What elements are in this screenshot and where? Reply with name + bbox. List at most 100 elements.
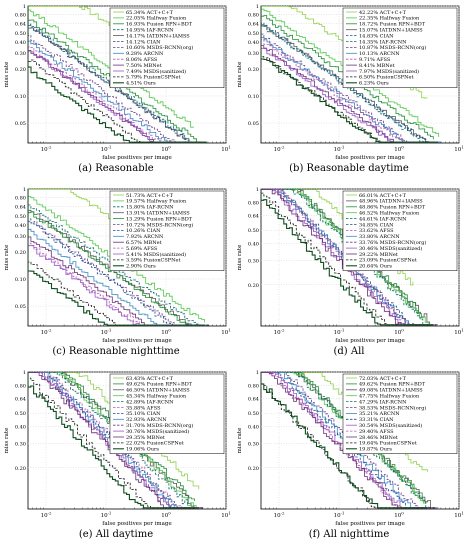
y-tick-label: 0.80: [248, 383, 259, 389]
legend-label: 46.50% IATDNN+IAMSS: [126, 388, 190, 394]
x-tick-label: 10-2: [41, 328, 52, 337]
curve-cian: [28, 6, 197, 143]
legend-label: 35.88% AFSS: [126, 405, 161, 411]
legend: 42.22% ACT+C+T22.35% Halfway Fusion18.72…: [342, 7, 458, 88]
legend: 72.03% ACT+C+T49.62% Fusion RPN+BDT49.08…: [342, 373, 458, 454]
curve-mbnet: [261, 6, 431, 143]
legend-label: 5.41% MSDS(sanitized): [126, 251, 186, 258]
legend-label: 29.22% MBNet: [359, 252, 398, 258]
x-axis-label: false positives per image: [102, 155, 171, 160]
x-tick-label: 101: [454, 145, 464, 154]
curve-msds-rcnn-sanitized: [261, 6, 438, 143]
curves: [28, 189, 210, 326]
chart-panel-c: 1 0.80 0.64 0.50 0.40 0.30 0.20 0.10 0.05 10-2 10-…: [4, 187, 231, 343]
x-tick-label: 10-1: [334, 145, 345, 154]
chart-panel-a: 1 0.80 0.64 0.50 0.40 0.30 0.20 0.10 0.05 10-2 10-…: [4, 4, 231, 160]
y-tick-label: 0.64: [248, 397, 259, 403]
curve-mbnet: [261, 372, 425, 509]
y-tick-label: 0.10: [248, 94, 259, 100]
curve-msds-rcnn-org: [28, 6, 205, 143]
x-tick-label: 10-1: [334, 328, 345, 337]
legend-label: 49.62% Fusion RPN+BDT: [359, 382, 426, 388]
curves: [28, 6, 207, 143]
legend-label: 8.41% MBNet: [359, 63, 395, 69]
y-tick-label: 0.50: [15, 214, 26, 220]
y-tick-label: 0.30: [15, 442, 26, 448]
legend-label: 72.03% ACT+C+T: [359, 376, 407, 382]
chart-panel-b: 1 0.80 0.64 0.50 0.40 0.30 0.20 0.10 0.05 10-2 10-…: [237, 4, 464, 160]
x-tick-label: 10-1: [101, 511, 112, 520]
y-axis-label: miss rate: [237, 245, 243, 271]
legend-label: 14.35% IAF-RCNN: [359, 39, 407, 45]
y-tick-label: 0.40: [15, 223, 26, 229]
legend-label: 32.93% ARCNN: [126, 417, 167, 423]
legend-box: [109, 373, 225, 454]
x-tick-label: 10-2: [41, 511, 52, 520]
legend: 65.34% ACT+C+T22.05% Halfway Fusion16.93…: [109, 7, 225, 88]
curve-msds-rcnn-org: [28, 189, 207, 326]
chart-panel-f: 1 0.80 0.64 0.50 0.40 0.30 0.20 10-2 10-1 100 101 f…: [237, 370, 464, 526]
legend-label: 19.87% Ours: [359, 447, 392, 453]
legend-label: 47.75% Halfway Fusion: [359, 394, 420, 400]
legend-label: 22.02% FusionCSPNet: [126, 441, 184, 447]
legend-label: 6.50% FusionCSPNet: [359, 75, 414, 81]
legend-label: 34.85% CIAN: [359, 222, 394, 228]
legend-label: 3.59% FusionCSPNet: [126, 258, 181, 264]
y-tick-label: 0.50: [248, 411, 259, 417]
x-tick-label: 100: [161, 328, 171, 337]
legend-label: 9.28% ARCNN: [126, 51, 164, 57]
legend-label: 22.35% Halfway Fusion: [359, 16, 420, 22]
legend-box: [109, 7, 225, 88]
x-tick-label: 101: [221, 328, 231, 337]
x-tick-label: 10-2: [274, 511, 285, 520]
caption-b: (b) Reasonable daytime: [289, 163, 409, 174]
curve-ours: [28, 189, 204, 326]
legend: 63.43% ACT+C+T49.62% Fusion RPN+BDT46.50…: [109, 373, 225, 454]
curve-ours: [261, 6, 438, 143]
x-axis-label: false positives per image: [102, 521, 171, 526]
caption-c: (c) Reasonable nighttime: [52, 346, 180, 357]
caption-d: (d) All: [333, 346, 365, 357]
curve-cian: [28, 189, 202, 326]
caption-a: (a) Reasonable: [78, 163, 154, 174]
legend-box: [342, 373, 458, 454]
curve-arcnn: [261, 6, 442, 143]
curve-ours: [261, 372, 428, 509]
curve-arcnn: [28, 6, 199, 143]
legend-label: 42.89% IAF-RCNN: [126, 399, 174, 405]
y-tick-label: 0.50: [248, 228, 259, 234]
y-tick-label: 0.80: [248, 200, 259, 206]
legend-label: 33.62% AFSS: [359, 228, 394, 234]
legend-label: 7.97% MSDS(sanitized): [359, 68, 419, 75]
x-tick-label: 100: [161, 145, 171, 154]
legend-label: 63.43% ACT+C+T: [126, 376, 174, 382]
y-tick-label: 1: [256, 187, 259, 193]
y-tick-label: 0.05: [248, 121, 259, 127]
y-axis-label: miss rate: [4, 62, 10, 88]
curve-cian: [261, 372, 431, 509]
legend-label: 8.06% AFSS: [126, 57, 158, 63]
legend-label: 7.49% MSDS(sanitized): [126, 68, 186, 75]
y-tick-label: 0.64: [15, 397, 26, 403]
legend-label: 14.12% CIAN: [126, 39, 161, 45]
y-tick-label: 0.30: [248, 442, 259, 448]
legend-label: 48.96% IATDNN+IAMSS: [359, 199, 423, 205]
legend-label: 28.46% MBNet: [359, 435, 398, 441]
legend-label: 49.62% Fusion RPN+BDT: [126, 382, 193, 388]
legend-label: 38.53% MSDS-RCNN(org): [359, 404, 426, 411]
x-tick-label: 101: [454, 511, 464, 520]
y-tick-label: 1: [256, 370, 259, 376]
y-tick-label: 0.05: [15, 121, 26, 127]
y-tick-label: 0.64: [15, 21, 26, 27]
legend-box: [342, 190, 458, 271]
y-tick-label: 1: [256, 4, 259, 10]
legend-label: 14.95% IAF-RCNN: [126, 28, 174, 34]
x-axis-label: false positives per image: [102, 338, 171, 343]
caption-f: (f) All nighttime: [308, 529, 390, 540]
chart-panel-d: 1 0.80 0.64 0.50 0.40 0.30 0.20 10-2 10-1 100 101 f…: [237, 187, 464, 343]
curve-afss: [261, 372, 433, 509]
legend-box: [109, 190, 225, 271]
legend-label: 66.01% ACT+C+T: [359, 193, 407, 199]
y-tick-label: 0.40: [15, 425, 26, 431]
y-tick-label: 0.50: [15, 411, 26, 417]
